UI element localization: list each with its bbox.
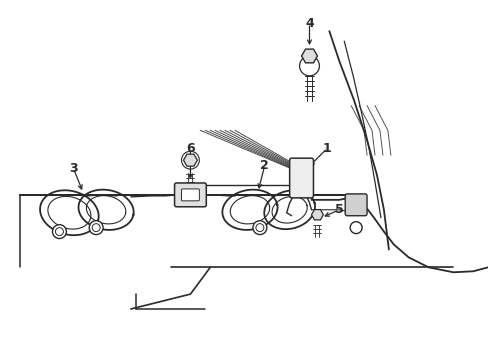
FancyBboxPatch shape — [181, 189, 199, 201]
Text: 1: 1 — [323, 142, 332, 155]
Text: 5: 5 — [335, 203, 343, 216]
Circle shape — [256, 224, 264, 231]
FancyBboxPatch shape — [345, 194, 367, 216]
FancyBboxPatch shape — [290, 158, 314, 198]
Text: 2: 2 — [261, 159, 269, 172]
Text: 3: 3 — [69, 162, 77, 175]
Circle shape — [350, 222, 362, 234]
Circle shape — [92, 224, 100, 231]
Circle shape — [253, 221, 267, 235]
Circle shape — [52, 225, 66, 239]
Circle shape — [89, 221, 103, 235]
Circle shape — [299, 56, 319, 76]
Circle shape — [181, 151, 199, 169]
Text: 4: 4 — [305, 17, 314, 30]
FancyBboxPatch shape — [174, 183, 206, 207]
Text: 6: 6 — [186, 142, 195, 155]
Circle shape — [55, 228, 63, 235]
